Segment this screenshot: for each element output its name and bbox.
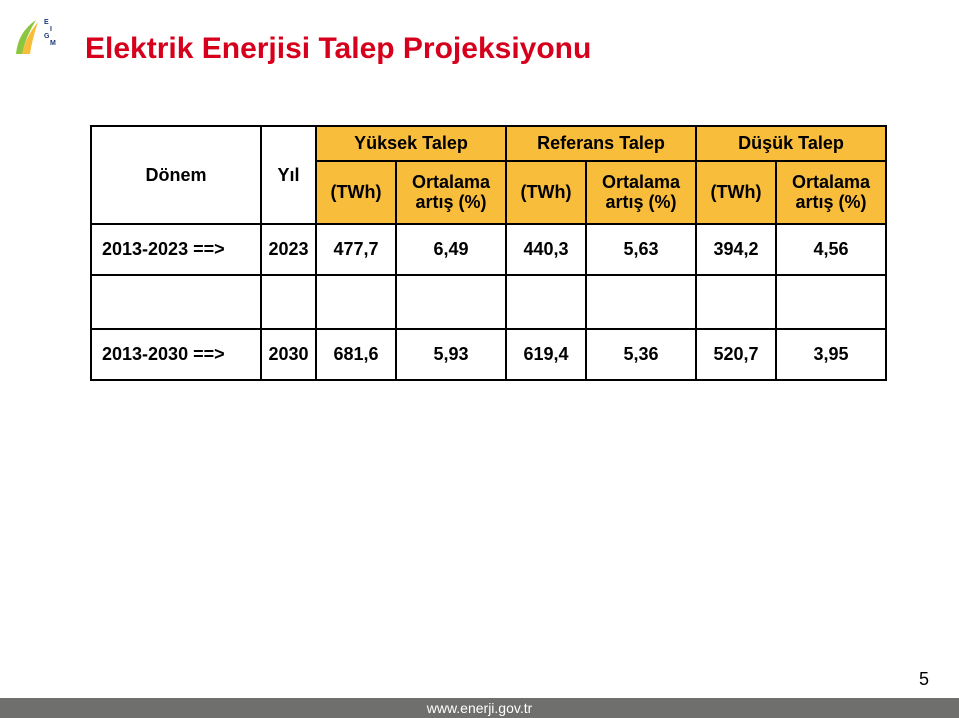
col-high-pct: Ortalama artış (%) [396, 161, 506, 224]
cell-value: 5,63 [586, 224, 696, 275]
col-group-low: Düşük Talep [696, 126, 886, 161]
page-number: 5 [919, 669, 929, 690]
cell-value: 4,56 [776, 224, 886, 275]
cell-value: 5,93 [396, 329, 506, 380]
svg-text:E: E [44, 19, 49, 26]
cell-value: 681,6 [316, 329, 396, 380]
cell-year: 2030 [261, 329, 316, 380]
col-ref-twh: (TWh) [506, 161, 586, 224]
cell-value: 619,4 [506, 329, 586, 380]
table-row: 2013-2023 ==> 2023 477,7 6,49 440,3 5,63… [91, 224, 886, 275]
col-low-twh: (TWh) [696, 161, 776, 224]
footer-url: www.enerji.gov.tr [0, 698, 959, 718]
cell-value: 440,3 [506, 224, 586, 275]
cell-value: 394,2 [696, 224, 776, 275]
col-ref-pct: Ortalama artış (%) [586, 161, 696, 224]
cell-value: 520,7 [696, 329, 776, 380]
col-period: Dönem [91, 126, 261, 224]
cell-value: 3,95 [776, 329, 886, 380]
cell-value: 5,36 [586, 329, 696, 380]
projection-table: Dönem Yıl Yüksek Talep Referans Talep Dü… [90, 125, 880, 381]
eigm-logo: E I G M [14, 14, 64, 60]
col-group-reference: Referans Talep [506, 126, 696, 161]
svg-text:I: I [50, 26, 52, 33]
table-spacer-row [91, 275, 886, 329]
cell-period: 2013-2030 ==> [91, 329, 261, 380]
cell-value: 477,7 [316, 224, 396, 275]
cell-year: 2023 [261, 224, 316, 275]
col-low-pct: Ortalama artış (%) [776, 161, 886, 224]
table-row: 2013-2030 ==> 2030 681,6 5,93 619,4 5,36… [91, 329, 886, 380]
svg-text:M: M [50, 40, 56, 47]
page-title: Elektrik Enerjisi Talep Projeksiyonu [85, 32, 591, 66]
cell-period: 2013-2023 ==> [91, 224, 261, 275]
col-year: Yıl [261, 126, 316, 224]
svg-text:G: G [44, 33, 50, 40]
cell-value: 6,49 [396, 224, 506, 275]
col-group-high: Yüksek Talep [316, 126, 506, 161]
col-high-twh: (TWh) [316, 161, 396, 224]
